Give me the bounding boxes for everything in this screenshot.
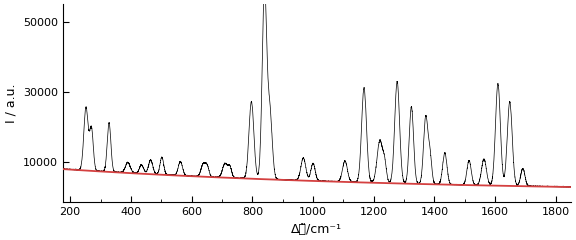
- Y-axis label: I / a.u.: I / a.u.: [4, 84, 17, 123]
- X-axis label: Δᵜ̃/cm⁻¹: Δᵜ̃/cm⁻¹: [291, 223, 342, 236]
